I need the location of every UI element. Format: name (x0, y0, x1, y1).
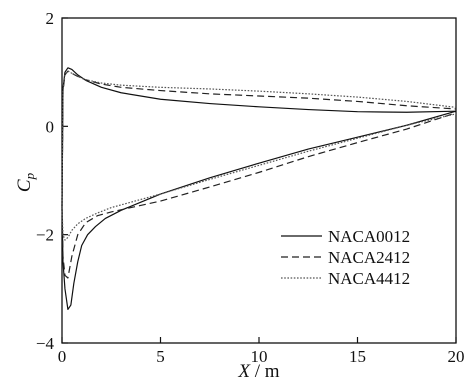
x-tick-label: 0 (58, 347, 67, 366)
y-tick-label: 0 (46, 117, 55, 136)
x-tick-label: 5 (156, 347, 165, 366)
x-tick-label: 10 (251, 347, 268, 366)
y-axis-label: Cp (14, 172, 37, 192)
series-line-upper (61, 70, 457, 208)
y-tick-label: 2 (46, 9, 55, 28)
series-line-lower (61, 113, 457, 241)
series-naca2412 (61, 70, 457, 279)
x-axis-label: X / m (237, 361, 279, 379)
series-line-lower (61, 110, 457, 311)
legend: NACA0012 NACA2412 NACA4412 (281, 227, 410, 288)
series-layer (61, 67, 457, 311)
legend-item: NACA0012 (281, 227, 410, 246)
y-tick-label: −2 (36, 226, 54, 245)
legend-item: NACA2412 (281, 248, 410, 267)
plot-frame (61, 17, 457, 344)
svg-text:X / m: X / m (237, 361, 279, 379)
series-line-upper (61, 67, 457, 208)
x-tick-label: 20 (448, 347, 465, 366)
y-tick-label: −4 (36, 334, 55, 353)
svg-text:Cp: Cp (14, 172, 37, 192)
legend-item: NACA4412 (281, 269, 410, 288)
series-line-upper (61, 70, 457, 208)
series-line-lower (61, 112, 457, 279)
series-naca0012 (61, 67, 457, 311)
legend-label: NACA2412 (328, 248, 410, 267)
x-tick-label: 15 (349, 347, 366, 366)
legend-label: NACA4412 (328, 269, 410, 288)
legend-label: NACA0012 (328, 227, 410, 246)
series-naca4412 (61, 70, 457, 241)
